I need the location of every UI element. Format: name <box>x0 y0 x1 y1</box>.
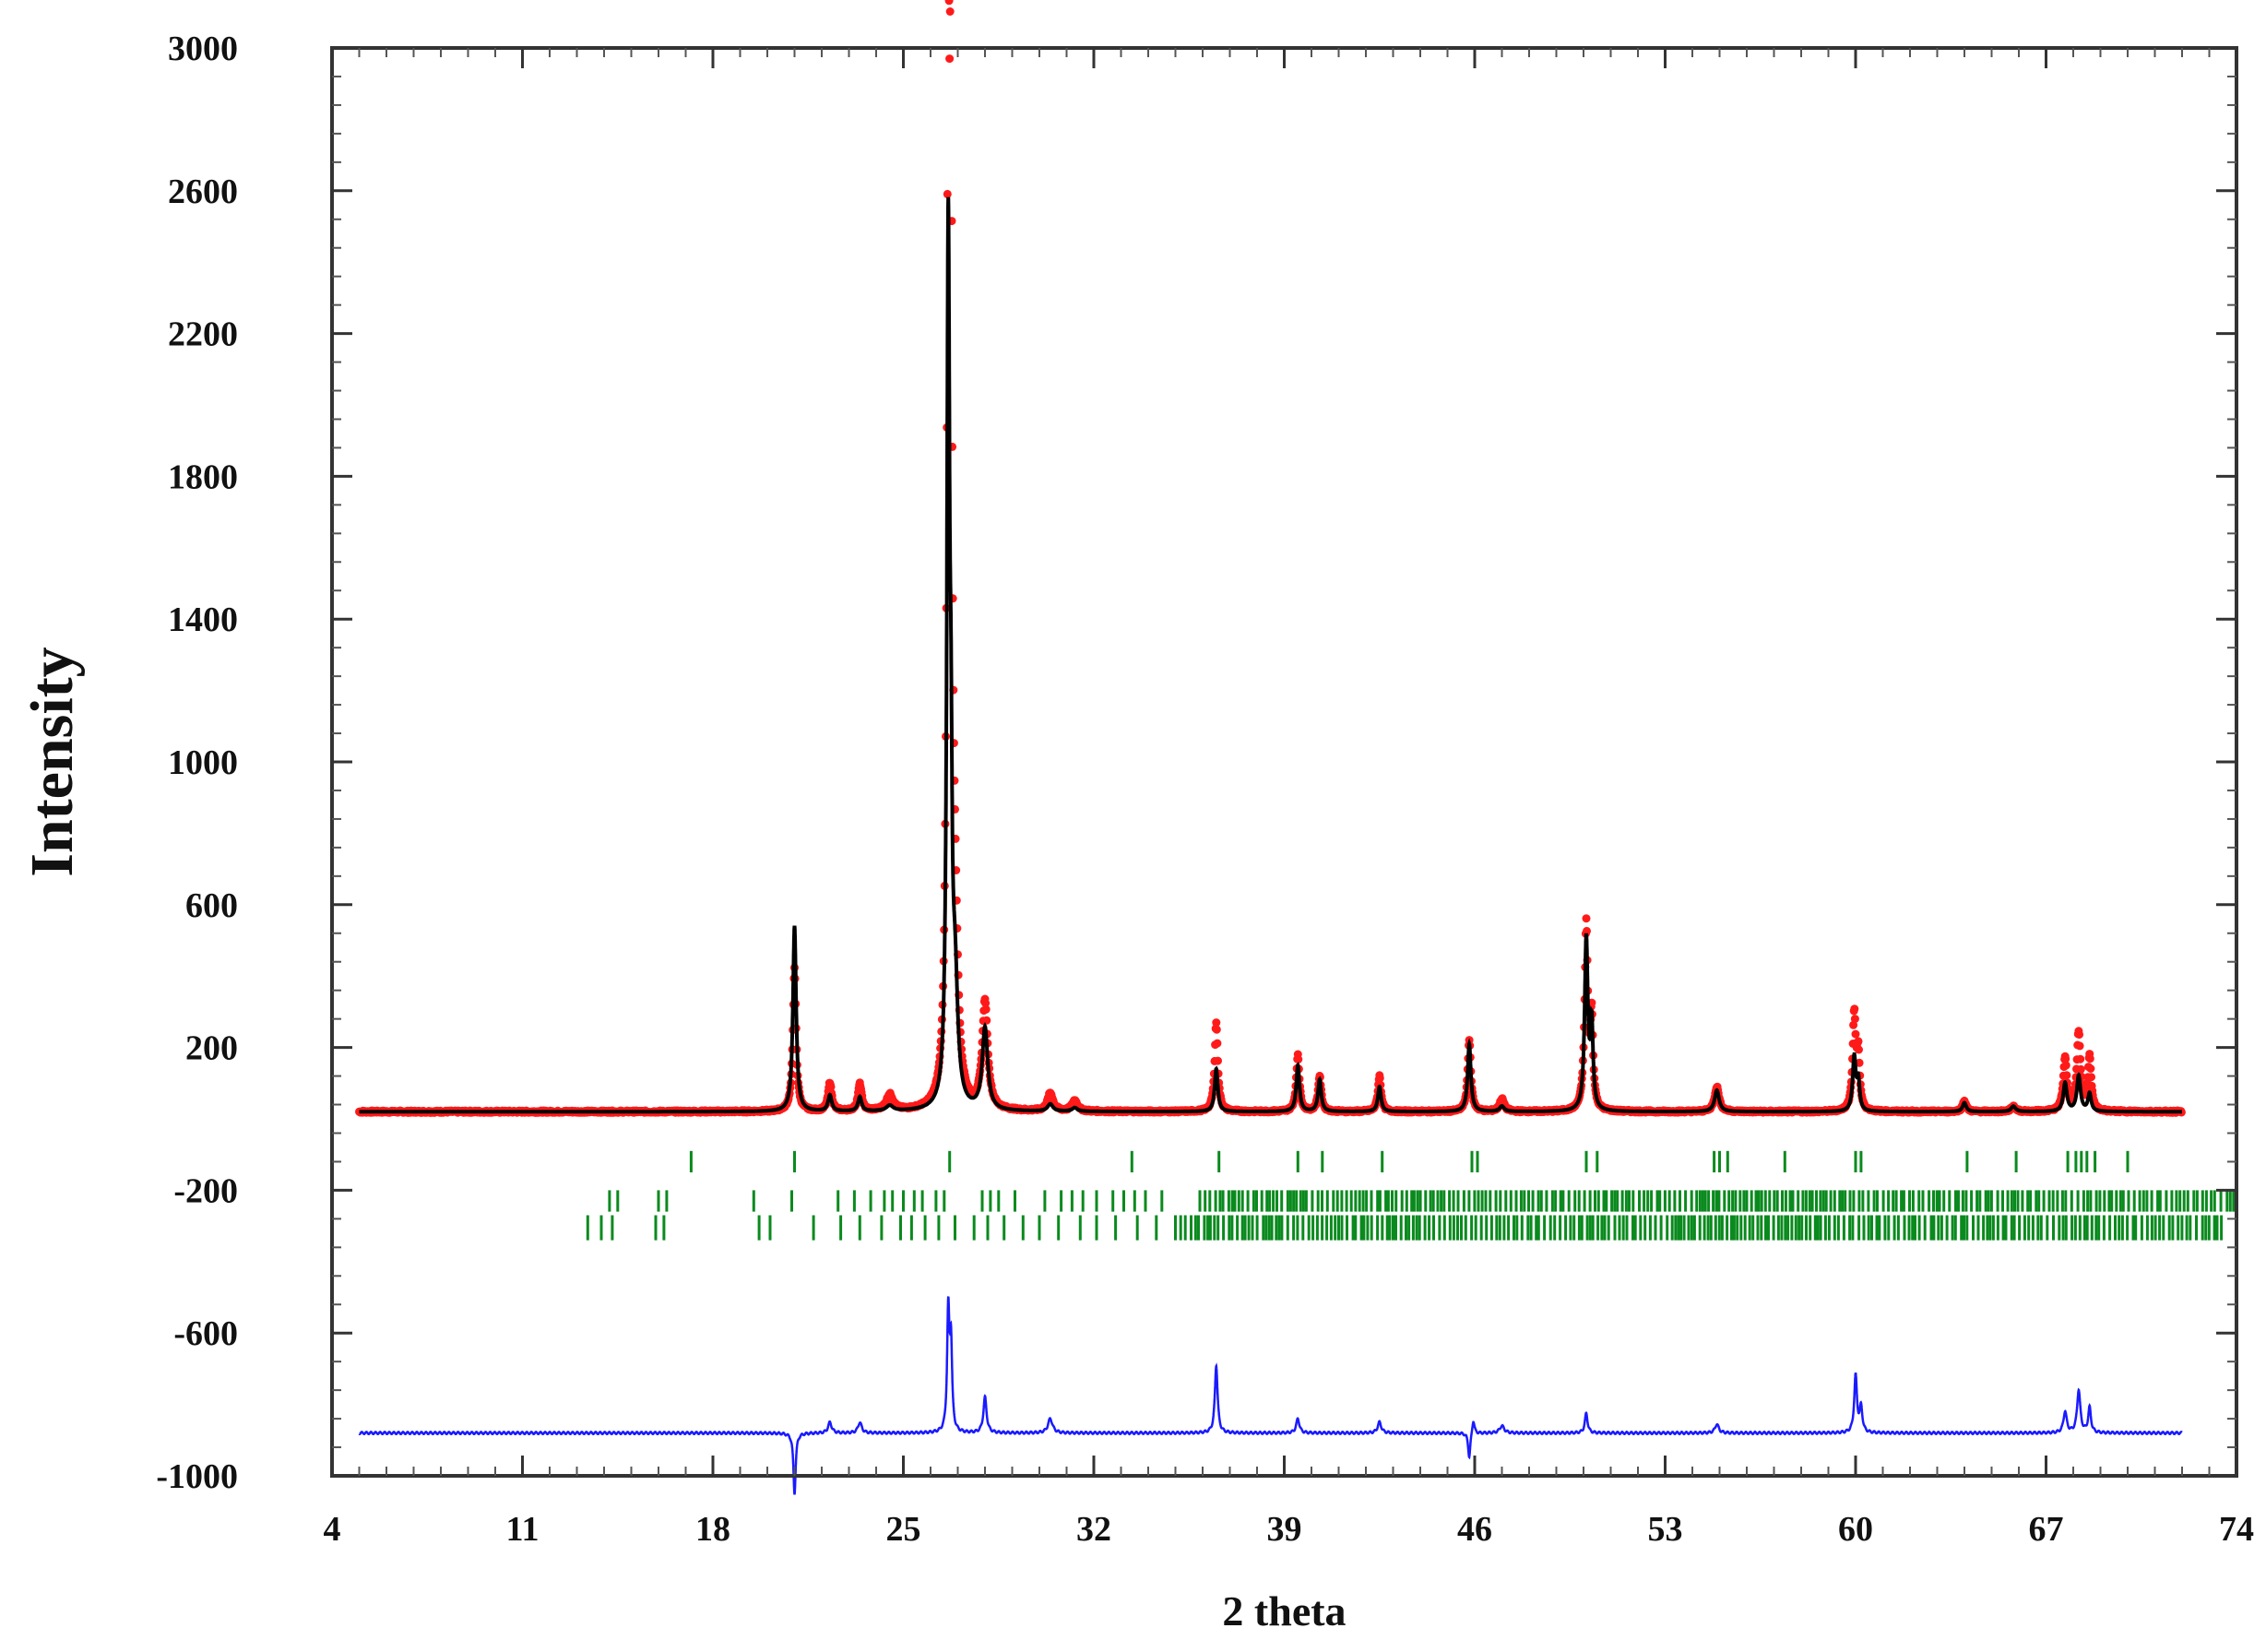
y-tick-label: 3000 <box>168 30 238 68</box>
x-tick-label: 18 <box>695 1510 730 1549</box>
x-tick-label: 25 <box>886 1510 921 1549</box>
observed-point <box>981 1004 991 1014</box>
x-tick-label: 60 <box>1838 1510 1873 1549</box>
x-tick-label: 46 <box>1457 1510 1492 1549</box>
observed-point <box>945 54 955 64</box>
x-tick-label: 74 <box>2219 1510 2254 1549</box>
observed-point <box>2085 1054 2094 1064</box>
y-axis-title: Intensity <box>18 647 86 876</box>
x-tick-label: 4 <box>324 1510 341 1549</box>
observed-point <box>1582 914 1591 923</box>
x-tick-label: 32 <box>1076 1510 1111 1549</box>
y-tick-label: -1000 <box>156 1457 238 1496</box>
observed-point <box>945 7 955 16</box>
x-axis-title: 2 theta <box>1222 1587 1346 1634</box>
y-tick-label: 600 <box>185 886 238 925</box>
observed-point <box>2087 1073 2095 1082</box>
observed-point <box>943 189 952 198</box>
observed-point <box>1850 1015 1859 1024</box>
y-tick-label: 1800 <box>168 458 238 496</box>
x-tick-label: 11 <box>506 1510 540 1549</box>
observed-point <box>1851 1029 1860 1039</box>
observed-point <box>2061 1061 2070 1070</box>
y-tick-label: 1000 <box>168 743 238 782</box>
y-tick-label: 200 <box>185 1029 238 1068</box>
observed-point <box>2062 1071 2071 1080</box>
x-tick-label: 39 <box>1267 1510 1302 1549</box>
observed-point <box>2086 1064 2095 1073</box>
observed-point <box>2075 1041 2084 1051</box>
observed-point <box>1213 1039 1222 1048</box>
y-tick-label: -200 <box>173 1171 238 1210</box>
y-tick-label: -600 <box>173 1314 238 1353</box>
y-tick-label: 1400 <box>168 600 238 639</box>
observed-point <box>2076 1054 2085 1064</box>
y-tick-label: 2200 <box>168 315 238 354</box>
observed-point <box>1850 1004 1859 1014</box>
observed-point <box>1214 1056 1222 1065</box>
observed-point <box>2075 1030 2083 1040</box>
observed-point <box>1212 1025 1221 1034</box>
x-tick-label: 67 <box>2029 1510 2064 1549</box>
y-tick-label: 2600 <box>168 172 238 211</box>
observed-point <box>1854 1037 1863 1046</box>
observed-point <box>2076 1064 2085 1074</box>
x-tick-label: 53 <box>1648 1510 1683 1549</box>
observed-point <box>982 1016 991 1025</box>
plot-area <box>355 0 2236 1495</box>
